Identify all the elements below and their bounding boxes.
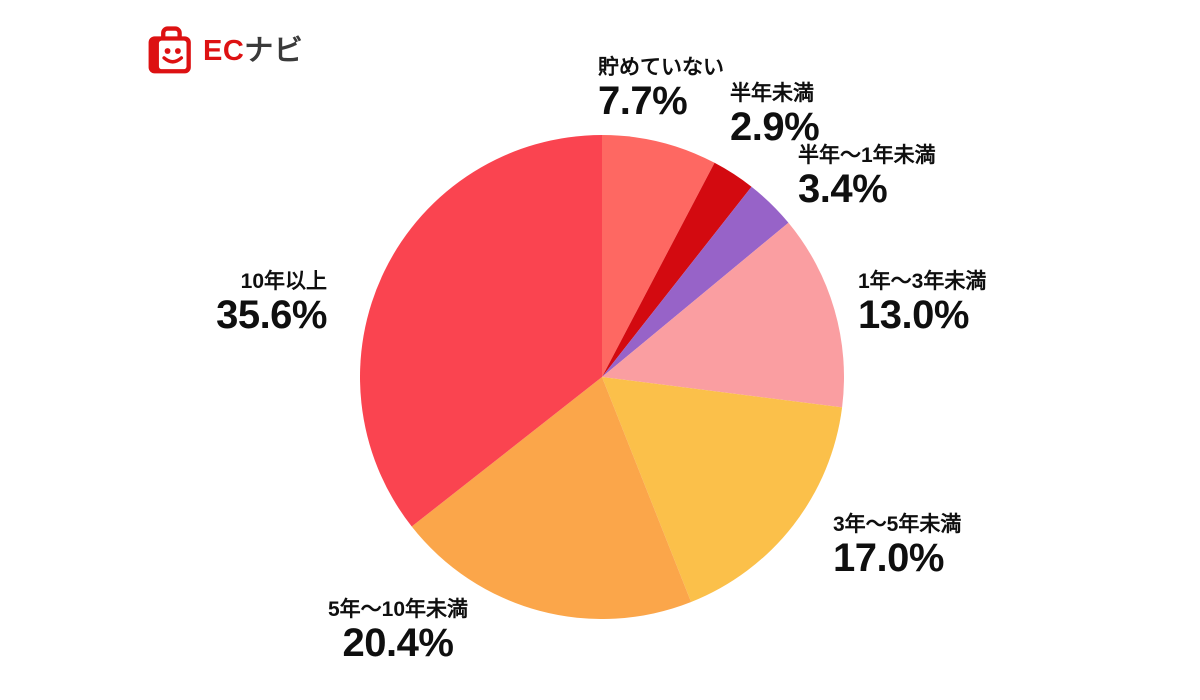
pie-label-value: 17.0% [833,536,944,580]
pie-label-5-10years: 5年〜10年未満 20.4% [258,596,538,664]
pie-label-10plus-years: 10年以上 35.6% [216,268,327,336]
pie-label-value: 7.7% [598,79,688,123]
pie-label-name: 1年〜3年未満 [858,270,987,293]
pie-slice-6 [360,135,602,527]
pie-label-name: 3年〜5年未満 [833,513,962,536]
logo-wordmark: ECナビ [203,26,303,76]
pie-slice-2 [602,186,789,377]
pie-slice-5 [411,377,692,619]
logo-text-navi: ナビ [244,35,304,67]
pie-label-half-to-1year: 半年〜1年未満 3.4% [798,142,936,210]
pie-label-value: 20.4% [342,621,454,665]
pie-label-value: 35.6% [216,293,327,337]
pie-slice-1 [602,162,752,377]
pie-label-name: 貯めていない [598,56,724,79]
pie-label-value: 13.0% [858,293,969,337]
pie-label-under-half-year: 半年未満 2.9% [730,80,820,149]
pie-label-value: 3.4% [798,167,888,211]
pie-label-name: 10年以上 [240,270,327,293]
pie-label-not-saving: 貯めていない 7.7% [598,54,724,122]
pie-slice-3 [602,222,844,408]
pie-label-value: 2.9% [730,105,820,149]
pie-chart [360,135,844,619]
pie-label-name: 半年未満 [730,82,814,105]
pie-label-name: 5年〜10年未満 [327,598,469,621]
logo-text-ec: EC [203,35,245,67]
pie-label-3-5years: 3年〜5年未満 17.0% [833,511,961,579]
pie-label-name: 半年〜1年未満 [798,144,936,167]
pie-label-1-3years: 1年〜3年未満 13.0% [858,268,986,336]
shopping-bag-smiley-icon [148,26,191,74]
ecnavi-logo: ECナビ [145,26,303,76]
pie-slice-0 [602,135,715,377]
pie-slice-4 [602,377,843,603]
